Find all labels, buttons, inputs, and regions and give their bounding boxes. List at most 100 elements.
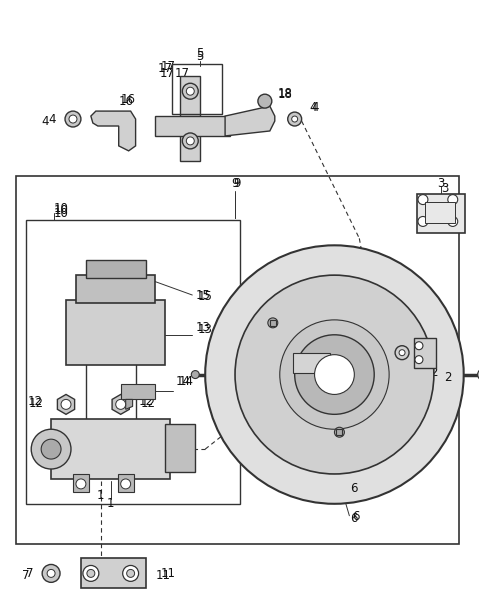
Text: 7: 7	[26, 567, 33, 580]
Text: 5: 5	[196, 50, 204, 63]
Circle shape	[399, 350, 405, 356]
Text: 16: 16	[120, 93, 136, 106]
Circle shape	[478, 368, 480, 380]
Text: 1: 1	[107, 497, 115, 510]
Text: 6: 6	[350, 512, 358, 525]
Polygon shape	[126, 399, 132, 410]
Circle shape	[192, 371, 199, 378]
Text: 13: 13	[195, 321, 210, 334]
Bar	[417, 193, 465, 233]
Bar	[414, 338, 436, 368]
Text: 9: 9	[233, 177, 241, 190]
Text: 3: 3	[441, 182, 448, 195]
Circle shape	[83, 565, 99, 581]
Bar	[166, 424, 195, 472]
Polygon shape	[156, 116, 230, 136]
Circle shape	[292, 116, 298, 122]
Text: 16: 16	[119, 95, 134, 107]
Text: 13: 13	[197, 324, 212, 336]
Circle shape	[335, 427, 344, 437]
Circle shape	[415, 341, 423, 350]
Text: 18: 18	[278, 87, 293, 100]
Circle shape	[418, 195, 428, 205]
Bar	[16, 176, 459, 544]
Text: 12: 12	[28, 395, 43, 408]
Circle shape	[116, 399, 126, 410]
Text: 14: 14	[175, 375, 191, 388]
Circle shape	[186, 137, 194, 145]
Text: 10: 10	[54, 204, 69, 217]
Text: 15: 15	[197, 290, 212, 303]
Bar	[73, 474, 89, 492]
Circle shape	[280, 320, 389, 429]
Bar	[66, 300, 166, 365]
Text: 15: 15	[195, 288, 210, 301]
Polygon shape	[180, 76, 200, 161]
Circle shape	[258, 94, 272, 108]
Bar	[293, 353, 330, 373]
Text: 12: 12	[139, 395, 154, 408]
Circle shape	[31, 429, 71, 469]
Circle shape	[448, 195, 458, 205]
Bar	[425, 202, 455, 223]
Circle shape	[415, 356, 423, 364]
Text: 7: 7	[22, 569, 29, 582]
Text: 9: 9	[231, 177, 239, 190]
Circle shape	[65, 111, 81, 127]
Text: 8: 8	[404, 371, 411, 384]
Polygon shape	[91, 111, 136, 151]
Circle shape	[186, 87, 194, 95]
Circle shape	[448, 217, 458, 226]
Circle shape	[288, 112, 301, 126]
Bar	[172, 64, 222, 114]
Bar	[81, 558, 145, 588]
Text: 14: 14	[179, 375, 193, 388]
Bar	[118, 474, 133, 492]
Polygon shape	[225, 106, 275, 136]
Text: 2: 2	[430, 366, 437, 379]
Bar	[270, 320, 276, 326]
Text: 8: 8	[394, 369, 401, 382]
Text: 17: 17	[160, 67, 175, 80]
Text: 1: 1	[97, 490, 105, 502]
Text: 4: 4	[42, 115, 49, 128]
Text: 6: 6	[350, 482, 358, 496]
Text: 6: 6	[353, 510, 360, 523]
Circle shape	[76, 479, 86, 489]
Circle shape	[61, 399, 71, 410]
Text: 3: 3	[437, 177, 444, 190]
Text: 10: 10	[54, 202, 69, 215]
Text: 18: 18	[278, 88, 293, 101]
Circle shape	[205, 245, 464, 504]
Text: 12: 12	[141, 397, 156, 410]
Text: 17: 17	[160, 60, 175, 73]
Bar	[76, 275, 156, 303]
Bar	[86, 260, 145, 278]
Circle shape	[42, 564, 60, 582]
Circle shape	[69, 115, 77, 123]
Bar	[120, 384, 156, 399]
Text: 11: 11	[160, 567, 176, 580]
Text: 17: 17	[175, 67, 190, 80]
Polygon shape	[58, 395, 74, 414]
Circle shape	[123, 565, 139, 581]
Circle shape	[395, 346, 409, 359]
Text: 4: 4	[312, 101, 319, 113]
Circle shape	[268, 318, 278, 328]
Circle shape	[41, 439, 61, 459]
Text: 10: 10	[54, 207, 69, 220]
Bar	[51, 419, 170, 479]
Text: 17: 17	[157, 62, 172, 75]
Circle shape	[182, 83, 198, 99]
Circle shape	[418, 217, 428, 226]
Circle shape	[120, 479, 131, 489]
Text: 4: 4	[48, 113, 56, 125]
Text: 12: 12	[29, 397, 44, 410]
Bar	[336, 429, 342, 435]
Circle shape	[87, 570, 95, 577]
Circle shape	[47, 570, 55, 577]
Circle shape	[127, 570, 134, 577]
Text: 2: 2	[444, 371, 451, 384]
Text: 11: 11	[156, 569, 170, 582]
Text: 4: 4	[310, 101, 317, 113]
